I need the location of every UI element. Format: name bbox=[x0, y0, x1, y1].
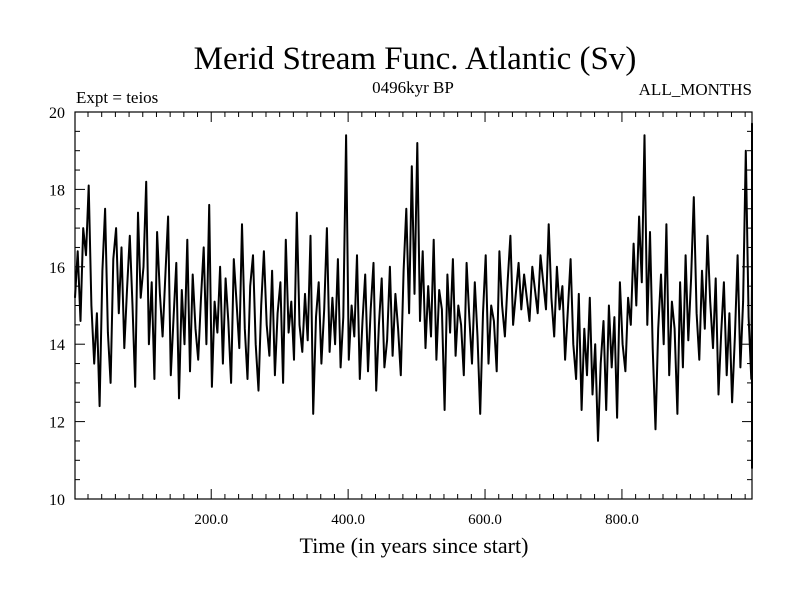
months-label: ALL_MONTHS bbox=[639, 80, 752, 99]
plot-frame bbox=[74, 111, 753, 500]
y-tick-label: 20 bbox=[49, 105, 65, 122]
y-tick-label: 16 bbox=[49, 260, 65, 277]
x-tick-label: 400.0 bbox=[331, 512, 365, 528]
chart-title: Merid Stream Func. Atlantic (Sv) bbox=[194, 41, 637, 77]
y-tick-label: 18 bbox=[49, 182, 65, 199]
x-tick-label: 600.0 bbox=[468, 512, 502, 528]
x-tick-label: 200.0 bbox=[194, 512, 228, 528]
x-axis-label: Time (in years since start) bbox=[300, 533, 529, 558]
x-tick-label: 800.0 bbox=[605, 512, 639, 528]
x-tick-labels: 200.0 400.0 600.0 800.0 bbox=[194, 512, 638, 528]
experiment-label: Expt = teios bbox=[76, 88, 158, 107]
y-tick-labels: 10 12 14 16 18 20 bbox=[49, 105, 65, 509]
y-tick-label: 12 bbox=[49, 415, 65, 432]
y-tick-label: 14 bbox=[49, 337, 65, 354]
y-tick-label: 10 bbox=[49, 492, 65, 509]
series-line bbox=[74, 122, 753, 469]
time-period-label: 0496kyr BP bbox=[372, 78, 454, 97]
